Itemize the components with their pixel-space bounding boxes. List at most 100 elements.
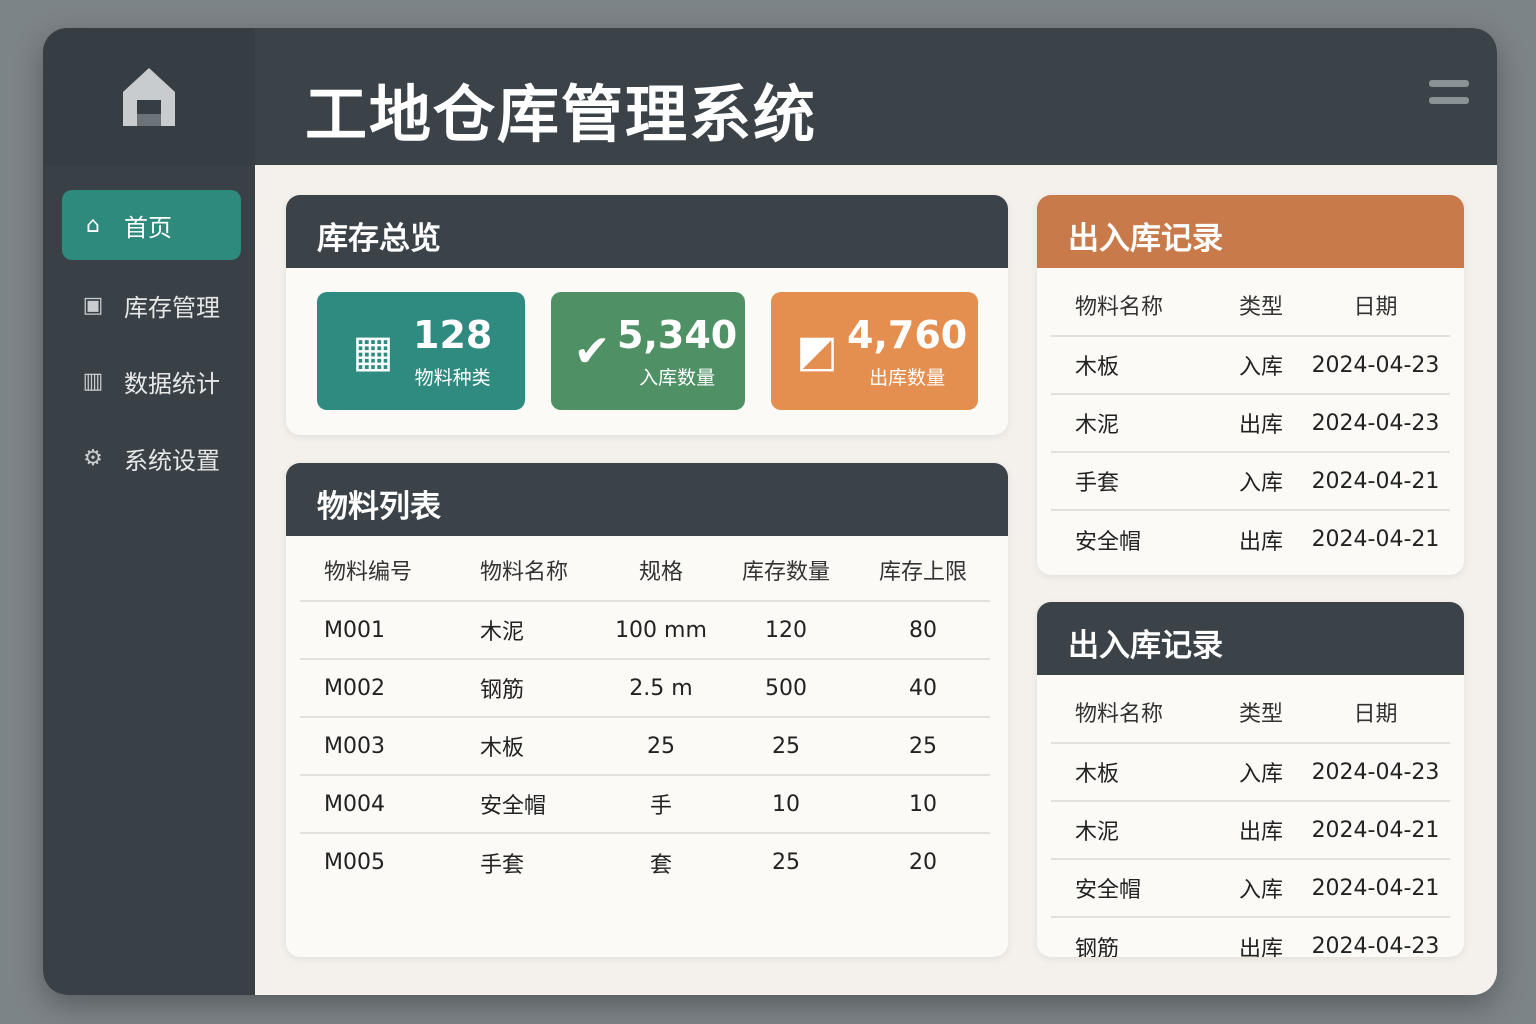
logo (43, 28, 255, 165)
table-cell: 80 (856, 601, 990, 660)
table-cell: M002 (300, 659, 456, 718)
box-icon: ▣ (82, 292, 104, 318)
table-cell: 木泥 (456, 601, 606, 660)
table-cell: 出库 (1221, 801, 1301, 860)
table-cell: 2024-04-21 (1301, 859, 1450, 918)
table-cell: 100 mm (606, 601, 716, 660)
column-header: 物料名称 (1051, 274, 1221, 337)
sidebar: ⌂ 首页 ▣ 库存管理 ▥ 数据统计 ⚙ 系统设置 (43, 28, 255, 995)
table-row[interactable]: 木泥 出库 2024-04-21 (1051, 801, 1450, 860)
table-cell: 10 (716, 775, 856, 834)
table-row[interactable]: 手套 入库 2024-04-21 (1051, 452, 1450, 511)
header-row: 物料名称 类型 日期 (1051, 681, 1450, 744)
stat-inbound: ✔ 5,340 入库数量 (551, 292, 745, 410)
export-icon: ◩ (796, 325, 838, 377)
hamburger-icon[interactable] (1429, 80, 1469, 114)
table-row[interactable]: 钢筋 出库 2024-04-23 (1051, 917, 1450, 957)
table-row[interactable]: 木泥 出库 2024-04-23 (1051, 394, 1450, 453)
table-cell: 木板 (1051, 743, 1221, 802)
gear-icon: ⚙ (83, 445, 103, 471)
table-cell: 入库 (1221, 743, 1301, 802)
table-cell: 25 (856, 717, 990, 776)
table-row[interactable]: M001 木泥 100 mm 120 80 (300, 601, 990, 660)
table-cell: 入库 (1221, 336, 1301, 395)
table-cell: 25 (716, 717, 856, 776)
table-row[interactable]: 木板 入库 2024-04-23 (1051, 336, 1450, 395)
materials-title: 物料列表 (286, 463, 1008, 536)
column-header: 日期 (1301, 274, 1450, 337)
records-title: 出入库记录 (1037, 602, 1464, 675)
table-cell: 安全帽 (1051, 859, 1221, 918)
overview-card: 库存总览 ▦ 128 物料种类 ✔ 5,340 入库数量 ◩ 4,760 出库数量 (286, 195, 1008, 435)
table-row[interactable]: 安全帽 出库 2024-04-21 (1051, 510, 1450, 568)
table-cell: M004 (300, 775, 456, 834)
table-cell: 2024-04-23 (1301, 336, 1450, 395)
table-cell: 木板 (1051, 336, 1221, 395)
column-header: 库存上限 (856, 539, 990, 602)
sidebar-item-statistics[interactable]: ▥ 数据统计 (62, 346, 241, 416)
records-card-2: 出入库记录 物料名称 类型 日期 木板 入库 2024-04-23 木泥 出库 2024-04-… (1037, 602, 1464, 957)
table-row[interactable]: M005 手套 套 25 20 (300, 833, 990, 891)
table-row[interactable]: 安全帽 入库 2024-04-21 (1051, 859, 1450, 918)
table-cell: 500 (716, 659, 856, 718)
table-cell: 手套 (1051, 452, 1221, 511)
table-row[interactable]: M002 钢筋 2.5 m 500 40 (300, 659, 990, 718)
records-card-1: 出入库记录 物料名称 类型 日期 木板 入库 2024-04-23 木泥 出库 2024-04-… (1037, 195, 1464, 575)
stat-material-types: ▦ 128 物料种类 (317, 292, 525, 410)
shield-check-icon: ✔ (573, 325, 611, 377)
table-cell: M003 (300, 717, 456, 776)
table-cell: 出库 (1221, 394, 1301, 453)
table-cell: 手套 (480, 852, 525, 878)
table-cell: 套 (649, 852, 672, 878)
table-cell: 出库 (1238, 936, 1283, 958)
sidebar-item-settings[interactable]: ⚙ 系统设置 (62, 423, 241, 493)
materials-table: 物料编号 物料名称 规格 库存数量 库存上限 M001 木泥 100 mm 120 80 M002 钢… (300, 539, 990, 891)
table-cell: 钢筋 (456, 659, 606, 718)
column-header: 物料名称 (1051, 681, 1221, 744)
column-header: 类型 (1221, 681, 1301, 744)
table-cell: 2024-04-23 (1311, 934, 1440, 957)
header-row: 物料名称 类型 日期 (1051, 274, 1450, 337)
table-cell: 木泥 (1051, 394, 1221, 453)
records-table: 物料名称 类型 日期 木板 入库 2024-04-23 木泥 出库 2024-04-21 安全帽入… (1051, 681, 1450, 957)
table-cell: 木泥 (1051, 801, 1221, 860)
home-icon: ⌂ (86, 212, 100, 238)
sidebar-item-inventory[interactable]: ▣ 库存管理 (62, 270, 241, 340)
bar-chart-icon: ▥ (82, 368, 104, 394)
table-cell: 20 (909, 850, 937, 875)
table-row[interactable]: M004 安全帽手 10 10 (300, 775, 990, 834)
table-cell: 25 (772, 850, 800, 875)
table-cell: 2024-04-23 (1301, 394, 1450, 453)
table-cell: 40 (856, 659, 990, 718)
header: 工地仓库管理系统 (255, 28, 1497, 165)
table-cell: 120 (716, 601, 856, 660)
table-cell: 25 (606, 717, 716, 776)
table-cell: 2024-04-23 (1301, 743, 1450, 802)
app-window: ⌂ 首页 ▣ 库存管理 ▥ 数据统计 ⚙ 系统设置 工地仓库管理系统 库存总览 ▦ 12… (43, 28, 1497, 995)
column-header: 库存数量 (716, 539, 856, 602)
table-cell: 2024-04-21 (1311, 527, 1440, 552)
table-cell: M005 (324, 850, 385, 875)
warehouse-icon (123, 67, 175, 126)
column-header: 规格 (606, 539, 716, 602)
sidebar-item-home[interactable]: ⌂ 首页 (62, 190, 241, 260)
table-row[interactable]: M003 木板 25 25 25 (300, 717, 990, 776)
table-cell: 2024-04-21 (1301, 452, 1450, 511)
records-title: 出入库记录 (1037, 195, 1464, 268)
records-table: 物料名称 类型 日期 木板 入库 2024-04-23 木泥 出库 2024-04-23 手套 入库… (1051, 274, 1450, 568)
table-cell: 10 (856, 775, 990, 834)
table-cell: 手 (606, 775, 716, 834)
column-header: 物料编号 (300, 539, 456, 602)
table-cell: 木板 (456, 717, 606, 776)
boxes-icon: ▦ (352, 325, 394, 377)
column-header: 日期 (1301, 681, 1450, 744)
table-cell: 钢筋 (1075, 936, 1120, 958)
app-title: 工地仓库管理系统 (305, 78, 818, 151)
table-row[interactable]: 木板 入库 2024-04-23 (1051, 743, 1450, 802)
materials-card: 物料列表 物料编号 物料名称 规格 库存数量 库存上限 M001 木泥 100 mm 120 80… (286, 463, 1008, 957)
table-cell: 安全帽 (456, 775, 606, 834)
overview-title: 库存总览 (286, 195, 1008, 268)
table-cell: 入库 (1221, 452, 1301, 511)
column-header: 类型 (1221, 274, 1301, 337)
stat-outbound: ◩ 4,760 出库数量 (771, 292, 978, 410)
